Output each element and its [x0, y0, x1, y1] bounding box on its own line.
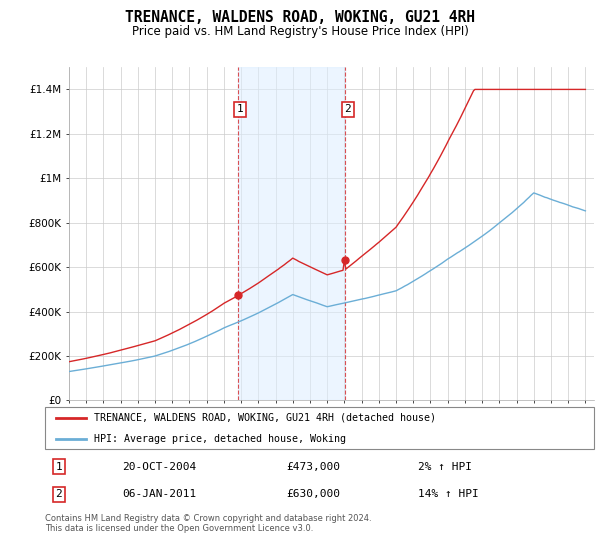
Text: Contains HM Land Registry data © Crown copyright and database right 2024.
This d: Contains HM Land Registry data © Crown c…	[45, 514, 371, 534]
Text: £630,000: £630,000	[287, 489, 341, 499]
Text: 14% ↑ HPI: 14% ↑ HPI	[418, 489, 479, 499]
Text: 2: 2	[55, 489, 62, 499]
Text: 2% ↑ HPI: 2% ↑ HPI	[418, 462, 472, 472]
Text: Price paid vs. HM Land Registry's House Price Index (HPI): Price paid vs. HM Land Registry's House …	[131, 25, 469, 38]
Text: 2: 2	[344, 104, 351, 114]
Text: 1: 1	[237, 104, 244, 114]
Text: £473,000: £473,000	[287, 462, 341, 472]
Text: TRENANCE, WALDENS ROAD, WOKING, GU21 4RH (detached house): TRENANCE, WALDENS ROAD, WOKING, GU21 4RH…	[94, 413, 436, 423]
Text: 06-JAN-2011: 06-JAN-2011	[122, 489, 196, 499]
Text: 20-OCT-2004: 20-OCT-2004	[122, 462, 196, 472]
Text: HPI: Average price, detached house, Woking: HPI: Average price, detached house, Woki…	[94, 433, 346, 444]
Text: TRENANCE, WALDENS ROAD, WOKING, GU21 4RH: TRENANCE, WALDENS ROAD, WOKING, GU21 4RH	[125, 10, 475, 25]
Bar	[238, 67, 345, 400]
Text: 1: 1	[55, 462, 62, 472]
FancyBboxPatch shape	[45, 407, 594, 449]
